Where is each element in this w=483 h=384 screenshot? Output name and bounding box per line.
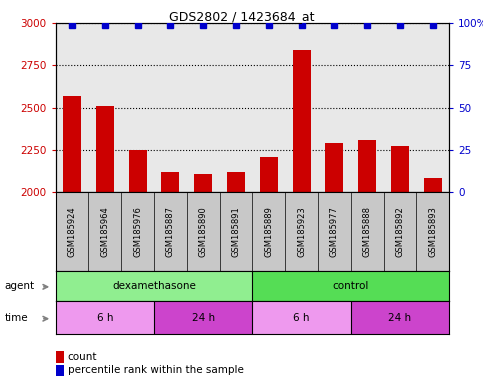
Bar bbox=[391, 146, 409, 384]
Text: GSM185964: GSM185964 bbox=[100, 206, 109, 257]
Text: GSM185890: GSM185890 bbox=[199, 206, 208, 257]
Text: 6 h: 6 h bbox=[97, 313, 113, 323]
Text: count: count bbox=[68, 352, 97, 362]
Text: GSM185888: GSM185888 bbox=[363, 206, 372, 257]
Text: GSM185977: GSM185977 bbox=[330, 206, 339, 257]
Bar bbox=[96, 106, 114, 384]
Text: dexamethasone: dexamethasone bbox=[112, 281, 196, 291]
Bar bbox=[326, 143, 343, 384]
Text: GSM185887: GSM185887 bbox=[166, 206, 175, 257]
Text: GSM185924: GSM185924 bbox=[68, 206, 76, 257]
Bar bbox=[358, 141, 376, 384]
Bar bbox=[351, 301, 449, 334]
Bar bbox=[161, 172, 179, 384]
Text: GSM185889: GSM185889 bbox=[264, 206, 273, 257]
Text: 6 h: 6 h bbox=[293, 313, 310, 323]
Bar bbox=[128, 150, 146, 384]
Text: GSM185923: GSM185923 bbox=[297, 206, 306, 257]
Bar bbox=[252, 271, 449, 301]
Text: GSM185976: GSM185976 bbox=[133, 206, 142, 257]
Bar bbox=[194, 174, 212, 384]
Bar bbox=[293, 50, 311, 384]
Bar bbox=[252, 301, 351, 334]
Bar bbox=[154, 301, 252, 334]
Text: GSM185892: GSM185892 bbox=[396, 206, 404, 257]
Bar bbox=[227, 172, 245, 384]
Text: 24 h: 24 h bbox=[388, 313, 412, 323]
Bar bbox=[56, 301, 154, 334]
Bar bbox=[56, 271, 252, 301]
Text: agent: agent bbox=[5, 281, 35, 291]
Text: time: time bbox=[5, 313, 28, 323]
Text: 24 h: 24 h bbox=[192, 313, 215, 323]
Text: GSM185893: GSM185893 bbox=[428, 206, 437, 257]
Text: GDS2802 / 1423684_at: GDS2802 / 1423684_at bbox=[169, 10, 314, 23]
Text: percentile rank within the sample: percentile rank within the sample bbox=[68, 365, 243, 375]
Bar bbox=[260, 157, 278, 384]
Text: control: control bbox=[333, 281, 369, 291]
Bar bbox=[424, 179, 442, 384]
Text: GSM185891: GSM185891 bbox=[231, 206, 241, 257]
Bar bbox=[63, 96, 81, 384]
